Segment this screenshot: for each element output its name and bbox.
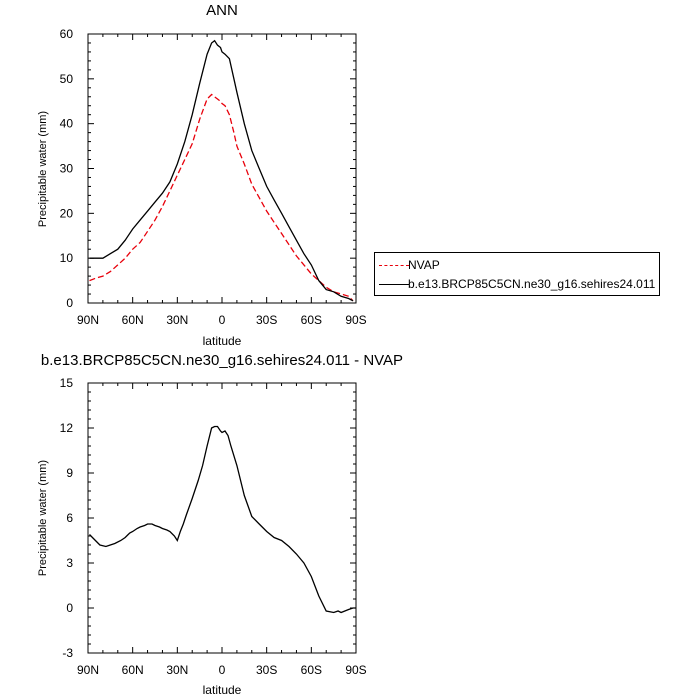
top-xtick-label: 30S [256,313,277,327]
bottom-xtick-label: 60N [122,663,144,677]
top-xtick-label: 60N [122,313,144,327]
top-series-line-1 [89,39,354,302]
bottom-chart-xlabel: latitude [203,683,242,697]
top-ytick-label: 10 [60,251,74,265]
bottom-chart-plot-frame [87,382,357,654]
legend-entry-model: b.e13.BRCP85C5CN.ne30_g16.sehires24.011 [375,275,659,295]
top-ytick-label: 0 [66,296,73,310]
top-chart-legend: NVAP b.e13.BRCP85C5CN.ne30_g16.sehires24… [374,252,660,296]
top-xtick-label: 90N [77,313,99,327]
bottom-xtick-label: 90N [77,663,99,677]
top-series-line-0 [89,93,354,302]
top-xtick-label: 60S [301,313,322,327]
top-ytick-label: 60 [60,27,74,41]
legend-label-nvap: NVAP [408,258,440,272]
bottom-ytick-label: 9 [66,466,73,480]
top-chart-title: ANN [206,2,238,19]
bottom-xtick-label: 90S [345,663,366,677]
top-ytick-label: 20 [60,206,74,220]
legend-entry-nvap: NVAP [375,256,659,276]
top-chart: ANN 90N 60N 30N 0 30S 60S 90S 0 10 20 30 40 50 60 Pre… [37,2,367,348]
bottom-series-line-0 [89,425,356,614]
top-xtick-label: 0 [219,313,226,327]
bottom-chart-title: b.e13.BRCP85C5CN.ne30_g16.sehires24.011 … [41,352,403,369]
top-chart-series [89,39,354,302]
legend-swatch-model [379,284,409,285]
bottom-xtick-label: 30S [256,663,277,677]
top-ytick-label: 30 [60,162,74,176]
top-ytick-label: 50 [60,72,74,86]
bottom-ytick-label: 6 [66,511,73,525]
top-xtick-label: 30N [166,313,188,327]
top-xtick-label: 90S [345,313,366,327]
bottom-ytick-label: 0 [66,601,73,615]
bottom-ytick-label: 15 [60,376,74,390]
top-chart-ticks: 90N 60N 30N 0 30S 60S 90S 0 10 20 30 40 50 60 [60,27,367,327]
bottom-xtick-label: 0 [219,663,226,677]
legend-label-model: b.e13.BRCP85C5CN.ne30_g16.sehires24.011 [408,277,656,291]
bottom-chart: b.e13.BRCP85C5CN.ne30_g16.sehires24.011 … [37,352,403,697]
bottom-ytick-label: 12 [60,421,74,435]
bottom-chart-ticks: 90N 60N 30N 0 30S 60S 90S -3 0 3 6 9 12 15 [60,376,367,677]
bottom-ytick-label: -3 [62,646,73,660]
bottom-xtick-label: 30N [166,663,188,677]
legend-swatch-nvap [379,265,409,266]
bottom-ytick-label: 3 [66,556,73,570]
bottom-xtick-label: 60S [301,663,322,677]
top-ytick-label: 40 [60,117,74,131]
bottom-chart-ylabel: Precipitable water (mm) [37,460,49,576]
bottom-chart-series [89,425,356,614]
top-chart-plot-frame [87,33,357,304]
top-chart-xlabel: latitude [203,334,242,348]
top-chart-ylabel: Precipitable water (mm) [37,111,49,227]
